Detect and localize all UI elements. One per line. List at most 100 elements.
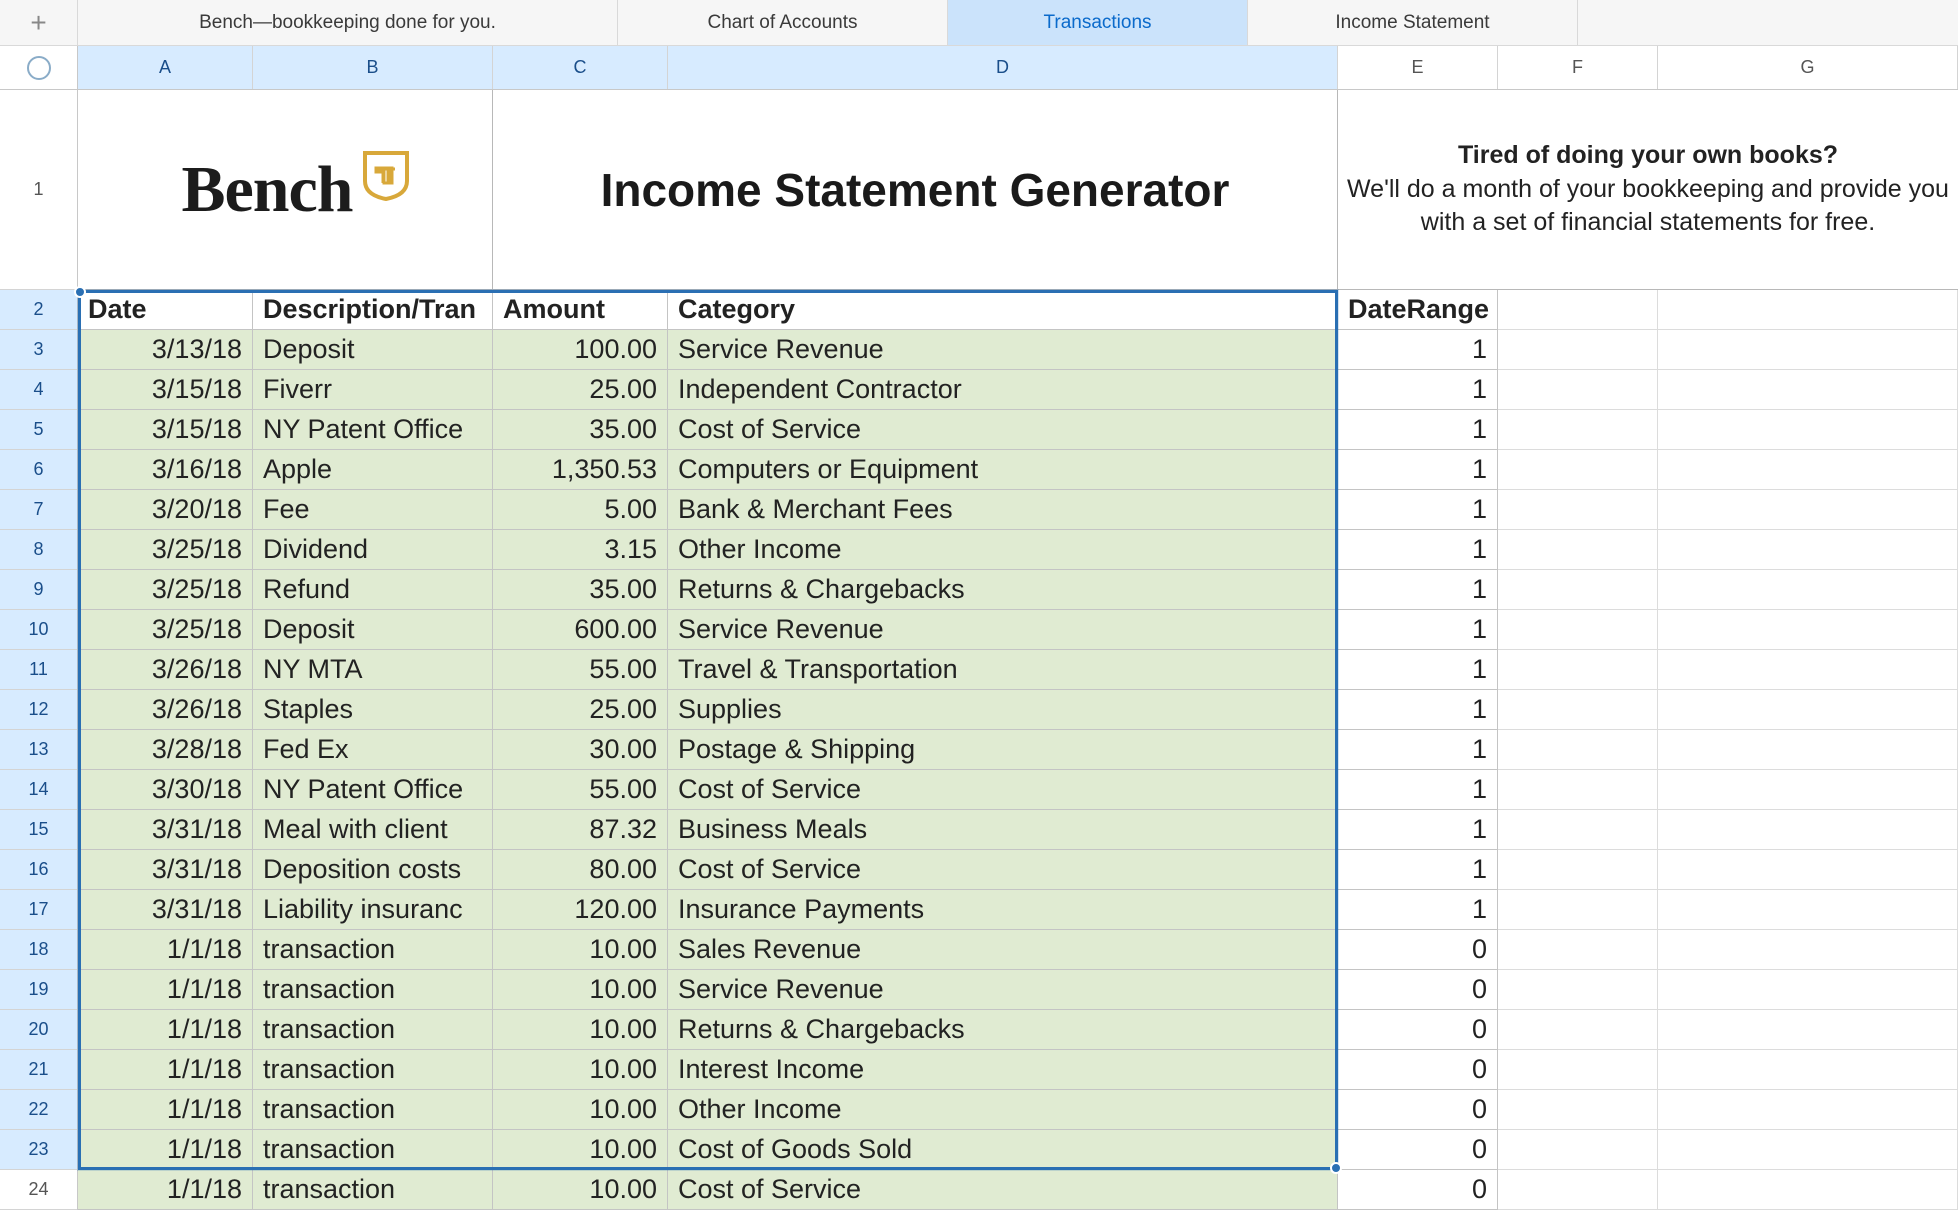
row-header-2[interactable]: 2 [0, 290, 77, 330]
tab-chart-of-accounts[interactable]: Chart of Accounts [618, 0, 948, 45]
cell-f[interactable] [1498, 570, 1658, 610]
row-header-21[interactable]: 21 [0, 1050, 77, 1090]
column-header-e[interactable]: E [1338, 46, 1498, 89]
cell-daterange[interactable]: 1 [1338, 770, 1498, 810]
cell-daterange[interactable]: 1 [1338, 570, 1498, 610]
cell-description[interactable]: Fee [253, 490, 493, 530]
cell-category[interactable]: Service Revenue [668, 330, 1338, 370]
cell-daterange[interactable]: 0 [1338, 1010, 1498, 1050]
cell-category[interactable]: Independent Contractor [668, 370, 1338, 410]
cell-description[interactable]: transaction [253, 970, 493, 1010]
cell-daterange[interactable]: 1 [1338, 890, 1498, 930]
cell-g[interactable] [1658, 450, 1958, 490]
cell-date[interactable]: 3/30/18 [78, 770, 253, 810]
cell-description[interactable]: transaction [253, 1130, 493, 1170]
row-header-20[interactable]: 20 [0, 1010, 77, 1050]
col-header-description[interactable]: Description/Tran [253, 290, 493, 330]
cell-description[interactable]: Fiverr [253, 370, 493, 410]
cell-description[interactable]: Staples [253, 690, 493, 730]
cell-g[interactable] [1658, 1170, 1958, 1210]
cell-category[interactable]: Insurance Payments [668, 890, 1338, 930]
cell-g[interactable] [1658, 570, 1958, 610]
cell-g[interactable] [1658, 1050, 1958, 1090]
cell-category[interactable]: Supplies [668, 690, 1338, 730]
cell-category[interactable]: Other Income [668, 1090, 1338, 1130]
cell-date[interactable]: 3/31/18 [78, 890, 253, 930]
cell-description[interactable]: Meal with client [253, 810, 493, 850]
cell-f[interactable] [1498, 490, 1658, 530]
cell-f[interactable] [1498, 650, 1658, 690]
cell-date[interactable]: 3/26/18 [78, 690, 253, 730]
cell-daterange[interactable]: 0 [1338, 970, 1498, 1010]
cell-category[interactable]: Returns & Chargebacks [668, 570, 1338, 610]
cell-f[interactable] [1498, 1170, 1658, 1210]
select-all-corner[interactable] [0, 46, 78, 90]
cell-description[interactable]: Dividend [253, 530, 493, 570]
cell-date[interactable]: 3/26/18 [78, 650, 253, 690]
cell-date[interactable]: 3/16/18 [78, 450, 253, 490]
cell-f2[interactable] [1498, 290, 1658, 330]
cell-f[interactable] [1498, 1010, 1658, 1050]
row-header-9[interactable]: 9 [0, 570, 77, 610]
cell-description[interactable]: transaction [253, 930, 493, 970]
column-header-a[interactable]: A [78, 46, 253, 89]
cell-g[interactable] [1658, 730, 1958, 770]
cell-g[interactable] [1658, 530, 1958, 570]
row-header-14[interactable]: 14 [0, 770, 77, 810]
col-header-category[interactable]: Category [668, 290, 1338, 330]
tab-transactions[interactable]: Transactions [948, 0, 1248, 45]
cell-daterange[interactable]: 1 [1338, 450, 1498, 490]
row-header-15[interactable]: 15 [0, 810, 77, 850]
col-header-amount[interactable]: Amount [493, 290, 668, 330]
cell-f[interactable] [1498, 810, 1658, 850]
cell-amount[interactable]: 80.00 [493, 850, 668, 890]
cell-date[interactable]: 1/1/18 [78, 1010, 253, 1050]
cell-daterange[interactable]: 0 [1338, 1130, 1498, 1170]
cell-description[interactable]: transaction [253, 1050, 493, 1090]
cell-amount[interactable]: 25.00 [493, 690, 668, 730]
cell-f[interactable] [1498, 890, 1658, 930]
cell-daterange[interactable]: 1 [1338, 850, 1498, 890]
cell-description[interactable]: Liability insuranc [253, 890, 493, 930]
cell-date[interactable]: 3/25/18 [78, 610, 253, 650]
cell-g[interactable] [1658, 370, 1958, 410]
row-header-1[interactable]: 1 [0, 90, 77, 290]
cell-f[interactable] [1498, 1090, 1658, 1130]
cell-daterange[interactable]: 1 [1338, 370, 1498, 410]
col-header-daterange[interactable]: DateRange [1338, 290, 1498, 330]
row-header-12[interactable]: 12 [0, 690, 77, 730]
cell-daterange[interactable]: 1 [1338, 610, 1498, 650]
row-header-3[interactable]: 3 [0, 330, 77, 370]
cell-g[interactable] [1658, 330, 1958, 370]
cell-category[interactable]: Interest Income [668, 1050, 1338, 1090]
cell-f[interactable] [1498, 970, 1658, 1010]
row-header-8[interactable]: 8 [0, 530, 77, 570]
cell-category[interactable]: Other Income [668, 530, 1338, 570]
cell-f[interactable] [1498, 770, 1658, 810]
cell-category[interactable]: Cost of Service [668, 850, 1338, 890]
cell-daterange[interactable]: 1 [1338, 730, 1498, 770]
cell-daterange[interactable]: 1 [1338, 410, 1498, 450]
cell-g[interactable] [1658, 970, 1958, 1010]
row-header-13[interactable]: 13 [0, 730, 77, 770]
column-header-f[interactable]: F [1498, 46, 1658, 89]
cell-amount[interactable]: 35.00 [493, 570, 668, 610]
cell-category[interactable]: Bank & Merchant Fees [668, 490, 1338, 530]
cell-amount[interactable]: 55.00 [493, 770, 668, 810]
cell-amount[interactable]: 10.00 [493, 1010, 668, 1050]
cell-g[interactable] [1658, 890, 1958, 930]
cell-daterange[interactable]: 0 [1338, 1090, 1498, 1130]
cell-daterange[interactable]: 0 [1338, 1170, 1498, 1210]
cell-amount[interactable]: 120.00 [493, 890, 668, 930]
cell-amount[interactable]: 600.00 [493, 610, 668, 650]
cell-category[interactable]: Business Meals [668, 810, 1338, 850]
cell-category[interactable]: Service Revenue [668, 970, 1338, 1010]
cell-f[interactable] [1498, 850, 1658, 890]
cell-g[interactable] [1658, 490, 1958, 530]
cell-daterange[interactable]: 0 [1338, 930, 1498, 970]
cell-description[interactable]: Deposit [253, 330, 493, 370]
cell-category[interactable]: Returns & Chargebacks [668, 1010, 1338, 1050]
cell-daterange[interactable]: 1 [1338, 330, 1498, 370]
cell-date[interactable]: 3/15/18 [78, 410, 253, 450]
cell-amount[interactable]: 100.00 [493, 330, 668, 370]
